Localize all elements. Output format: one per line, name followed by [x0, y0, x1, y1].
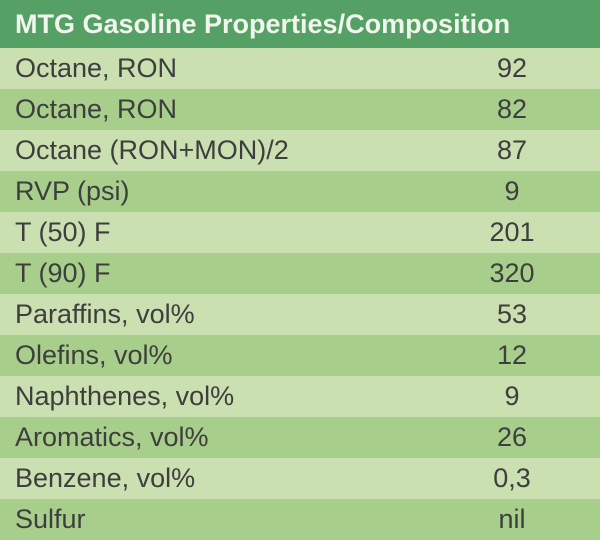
row-value: 9 — [504, 176, 520, 206]
table-row: Octane, RON 92 — [0, 48, 600, 89]
table-row: Sulfur nil — [0, 499, 600, 540]
table-row: Aromatics, vol% 26 — [0, 417, 600, 458]
row-label: Olefins, vol% — [15, 340, 173, 370]
row-value: 320 — [489, 258, 535, 288]
table-row: Olefins, vol% 12 — [0, 335, 600, 376]
table-row: Paraffins, vol% 53 — [0, 294, 600, 335]
table-body: Octane, RON 92 Octane, RON 82 Octane (RO… — [0, 48, 600, 540]
row-label: Octane, RON — [15, 53, 178, 83]
row-label: Octane (RON+MON)/2 — [15, 135, 289, 165]
table-row: RVP (psi) 9 — [0, 171, 600, 212]
table-row: Octane, RON 82 — [0, 89, 600, 130]
row-label: T (90) F — [15, 258, 111, 288]
row-label: Octane, RON — [15, 94, 178, 124]
table-row: T (50) F 201 — [0, 212, 600, 253]
row-value: 0,3 — [493, 463, 531, 493]
row-value: 92 — [496, 53, 528, 83]
table-row: Octane (RON+MON)/2 87 — [0, 130, 600, 171]
row-value: 201 — [489, 217, 535, 247]
row-value: nil — [498, 504, 526, 534]
row-label: T (50) F — [15, 217, 111, 247]
row-label: Aromatics, vol% — [15, 422, 209, 452]
row-value: 12 — [496, 340, 528, 370]
row-value: 26 — [496, 422, 528, 452]
table-row: T (90) F 320 — [0, 253, 600, 294]
table-row: Benzene, vol% 0,3 — [0, 458, 600, 499]
table-row: Naphthenes, vol% 9 — [0, 376, 600, 417]
row-value: 53 — [496, 299, 528, 329]
row-label: Sulfur — [15, 504, 86, 534]
row-value: 82 — [496, 94, 528, 124]
row-label: RVP (psi) — [15, 176, 130, 206]
table-title: MTG Gasoline Properties/Composition — [0, 0, 600, 48]
row-label: Naphthenes, vol% — [15, 381, 235, 411]
row-value: 87 — [496, 135, 528, 165]
row-label: Paraffins, vol% — [15, 299, 195, 329]
row-value: 9 — [504, 381, 520, 411]
row-label: Benzene, vol% — [15, 463, 196, 493]
